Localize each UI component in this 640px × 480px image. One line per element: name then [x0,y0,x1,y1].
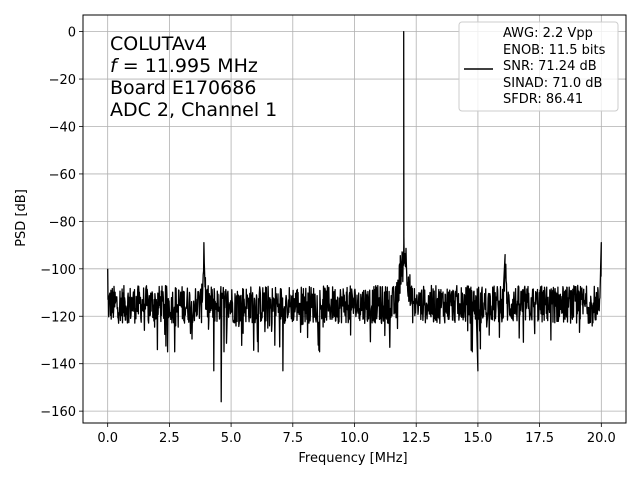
legend-box [458,21,619,112]
legend-entry-sinad: SINAD: 71.0 dB [503,76,602,91]
chart-annotation: COLUTAv4 f = 11.995 MHz Board E170686 AD… [110,33,277,121]
y-tick-label: −20 [49,73,76,88]
annotation-line-4: ADC 2, Channel 1 [110,99,277,121]
x-axis-label: Frequency [MHz] [298,451,407,466]
legend: AWG: 2.2 Vpp ENOB: 11.5 bits SNR: 71.24 … [458,21,619,112]
psd-line [107,30,602,403]
x-tick-label: 7.5 [282,431,303,446]
y-tick-label: −80 [49,215,76,230]
x-tick-label: 5.0 [221,431,242,446]
legend-entry-awg: AWG: 2.2 Vpp [503,26,593,41]
x-axis: 0.0 2.5 5.0 7.5 10.0 12.5 15.0 17.5 20.0 [97,423,616,446]
x-tick-label: 15.0 [463,431,492,446]
x-tick-label: 17.5 [525,431,554,446]
y-tick-label: −140 [40,358,76,373]
x-tick-label: 0.0 [97,431,118,446]
y-tick-label: −60 [49,168,76,183]
legend-entry-enob: ENOB: 11.5 bits [503,43,606,58]
x-tick-label: 12.5 [402,431,431,446]
x-tick-label: 2.5 [159,431,180,446]
x-tick-label: 10.0 [340,431,369,446]
annotation-line-3: Board E170686 [110,77,256,99]
y-tick-label: −40 [49,120,76,135]
grid [83,15,626,423]
y-tick-label: 0 [68,26,76,41]
annotation-freq-value: = 11.995 MHz [123,55,258,77]
annotation-line-1: COLUTAv4 [110,33,207,55]
y-tick-label: −100 [40,263,76,278]
annotation-line-2: f = 11.995 MHz [110,55,258,77]
legend-entry-snr: SNR: 71.24 dB [503,59,597,74]
y-tick-label: −120 [40,310,76,325]
y-tick-label: −160 [40,405,76,420]
y-axis-label: PSD [dB] [14,189,29,247]
legend-entry-sfdr: SFDR: 86.41 [503,92,583,107]
y-axis: 0 −20 −40 −60 −80 −100 −120 −140 −160 [40,26,83,420]
x-tick-label: 20.0 [587,431,616,446]
psd-series [107,30,602,403]
annotation-freq-symbol: f [110,55,120,77]
